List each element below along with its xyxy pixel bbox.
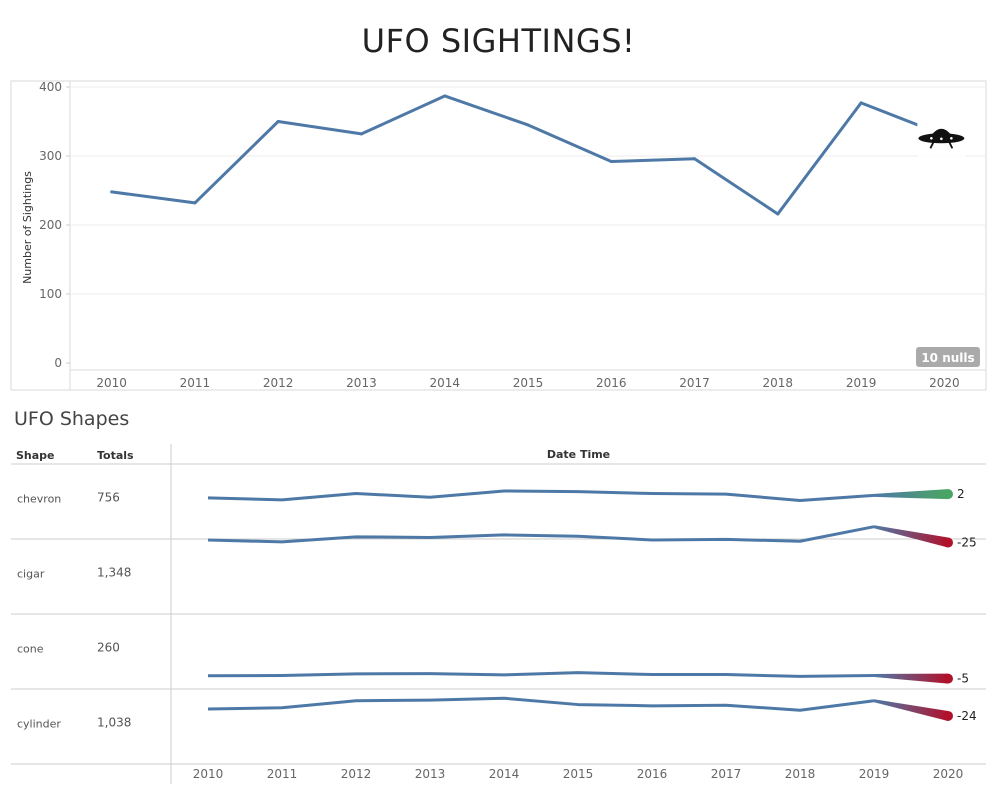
x-tick-label: 2014	[429, 376, 460, 390]
ufo-leg	[929, 141, 935, 149]
data-point[interactable]	[776, 212, 780, 216]
x-tick-label: 2015	[563, 767, 594, 781]
trend-segment	[874, 699, 948, 721]
column-header-date-time: Date Time	[547, 448, 610, 461]
x-tick-label: 2019	[859, 767, 890, 781]
x-tick-label: 2020	[929, 376, 960, 390]
sightings-line-chart: 0 100 200 300 400 Number of Sightings 2010 2011…	[10, 80, 987, 391]
x-tick-label: 2012	[263, 376, 294, 390]
x-tick-label: 2017	[679, 376, 710, 390]
ufo-light	[950, 137, 953, 140]
trend-segment	[874, 673, 948, 684]
shape-sparkline	[207, 525, 875, 544]
x-tick-label: 2010	[193, 767, 224, 781]
trend-segment	[874, 489, 948, 500]
x-tick-label: 2016	[596, 376, 627, 390]
shape-sparkline	[207, 671, 875, 678]
data-point[interactable]	[193, 201, 197, 205]
ufo-icon	[917, 122, 966, 157]
y-tick-label: 100	[39, 287, 62, 301]
column-header-totals: Totals	[97, 449, 134, 462]
change-label: -5	[957, 672, 969, 686]
shapes-sparkline-table: Shape Totals Date Time chevron 756 2 cigar 1,34…	[11, 444, 986, 784]
data-point[interactable]	[609, 160, 613, 164]
data-point[interactable]	[526, 123, 530, 127]
shape-sparkline	[207, 489, 875, 502]
x-tick-label: 2013	[415, 767, 446, 781]
x-tick-label: 2016	[637, 767, 668, 781]
x-tick-label: 2017	[711, 767, 742, 781]
ufo-leg	[948, 141, 954, 149]
column-header-shape: Shape	[16, 449, 55, 462]
data-point[interactable]	[276, 120, 280, 123]
trend-endpoint[interactable]	[943, 489, 953, 500]
y-axis-label: Number of Sightings	[21, 171, 34, 284]
x-tick-label: 2020	[933, 767, 964, 781]
data-point[interactable]	[859, 101, 863, 105]
x-tick-label: 2010	[96, 376, 127, 390]
shape-sparkline	[207, 696, 875, 712]
ufo-light	[930, 137, 933, 140]
data-point[interactable]	[693, 157, 697, 161]
x-tick-label: 2015	[513, 376, 544, 390]
data-point[interactable]	[110, 190, 114, 194]
section-title: UFO Shapes	[14, 408, 130, 430]
x-tick-label: 2018	[785, 767, 816, 781]
x-tick-label: 2012	[341, 767, 372, 781]
change-label: -24	[957, 709, 977, 723]
trend-endpoint[interactable]	[943, 710, 953, 721]
trend-endpoint[interactable]	[943, 673, 953, 684]
total-value: 756	[97, 491, 120, 505]
x-tick-label: 2011	[267, 767, 298, 781]
y-tick-label: 200	[39, 218, 62, 232]
total-value: 260	[97, 641, 120, 655]
data-point[interactable]	[443, 94, 447, 98]
change-label: 2	[957, 487, 965, 501]
y-tick-label: 300	[39, 149, 62, 163]
trend-endpoint[interactable]	[943, 537, 953, 548]
shape-label: cigar	[17, 568, 45, 581]
total-value: 1,038	[97, 716, 131, 730]
page-title: UFO SIGHTINGS!	[361, 22, 636, 60]
trend-segment	[874, 525, 948, 548]
x-tick-label: 2018	[763, 376, 794, 390]
ufo-light	[940, 137, 943, 141]
shape-label: cylinder	[17, 718, 61, 731]
shape-label: chevron	[17, 493, 61, 506]
x-tick-label: 2014	[489, 767, 520, 781]
change-label: -25	[957, 536, 977, 550]
null-badge[interactable]	[916, 347, 980, 367]
data-point[interactable]	[359, 132, 363, 136]
sightings-series-line	[111, 94, 945, 216]
y-tick-label: 400	[39, 80, 62, 94]
total-value: 1,348	[97, 566, 131, 580]
null-badge-label: 10 nulls	[921, 351, 974, 365]
shape-label: cone	[17, 643, 44, 656]
y-tick-label: 0	[54, 356, 62, 370]
x-tick-label: 2019	[846, 376, 877, 390]
chart-frame	[10, 80, 987, 391]
x-tick-label: 2013	[346, 376, 377, 390]
x-tick-label: 2011	[180, 376, 211, 390]
